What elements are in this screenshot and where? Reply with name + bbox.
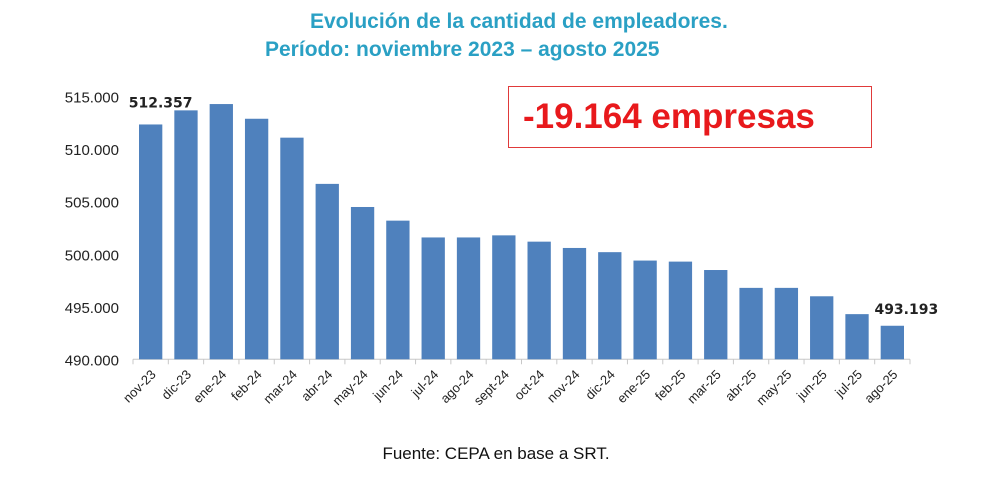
bar-ene-25	[633, 260, 657, 360]
bar-may-24	[350, 206, 375, 360]
x-tick-label: ene-25	[614, 367, 653, 406]
x-tick-label: feb-24	[228, 367, 265, 404]
x-tick-label: oct-24	[511, 367, 547, 403]
bar-oct-24	[527, 241, 551, 360]
x-tick-label: nov-23	[120, 367, 159, 406]
bar-nov-24	[562, 247, 587, 360]
chart-title: Evolución de la cantidad de empleadores.	[310, 10, 728, 33]
bar-feb-24	[244, 118, 269, 360]
bar-dic-24	[598, 252, 622, 360]
bar-dic-23	[174, 110, 198, 360]
x-tick-label: dic-24	[582, 367, 618, 403]
data-label: 493.193	[874, 302, 938, 318]
y-tick-label: 495.000	[65, 300, 119, 317]
bar-mar-25	[704, 270, 728, 360]
x-tick-label: ene-24	[190, 367, 229, 406]
x-tick-label: may-24	[329, 367, 370, 408]
x-tick-label: may-25	[753, 367, 794, 408]
bar-jul-25	[845, 314, 869, 360]
bar-abr-24	[315, 183, 339, 360]
bar-feb-25	[668, 261, 693, 360]
bar-ago-25	[880, 325, 904, 360]
data-label: 512.357	[129, 95, 193, 111]
x-tick-label: jun-25	[793, 367, 830, 404]
bar-jun-25	[810, 296, 834, 360]
source-note: Fuente: CEPA en base a SRT.	[382, 444, 610, 463]
x-tick-label: feb-25	[652, 367, 689, 404]
y-tick-label: 510.000	[65, 142, 119, 159]
bar-ago-24	[456, 237, 481, 360]
x-tick-label: ago-25	[861, 367, 900, 406]
x-tick-label: mar-24	[260, 367, 300, 407]
x-tick-label: sept-24	[471, 367, 512, 408]
bar-may-25	[774, 287, 799, 360]
bar-mar-24	[280, 137, 304, 360]
x-tick-label: dic-23	[158, 367, 194, 403]
chart-subtitle: Período: noviembre 2023 – agosto 2025	[265, 38, 660, 61]
bar-sept-24	[492, 235, 516, 360]
bar-jun-24	[386, 220, 410, 360]
x-tick-label: nov-24	[544, 367, 583, 406]
x-tick-label: mar-25	[684, 367, 724, 407]
y-tick-label: 515.000	[65, 90, 119, 107]
bar-jul-24	[421, 237, 445, 360]
bar-nov-23	[139, 124, 163, 360]
y-tick-label: 490.000	[65, 352, 119, 369]
x-tick-label: ago-24	[437, 367, 476, 406]
y-tick-label: 505.000	[65, 195, 119, 212]
annotation-box: -19.164 empresas	[508, 86, 872, 148]
y-tick-label: 500.000	[65, 247, 119, 264]
bar-ene-24	[209, 104, 233, 360]
bar-abr-25	[739, 287, 763, 360]
x-tick-label: jun-24	[369, 367, 406, 404]
annotation-text: -19.164 empresas	[523, 97, 815, 136]
